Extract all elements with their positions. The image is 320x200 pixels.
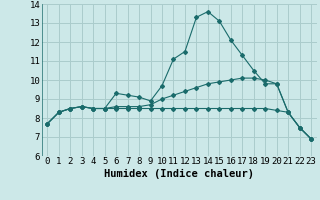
X-axis label: Humidex (Indice chaleur): Humidex (Indice chaleur) xyxy=(104,169,254,179)
